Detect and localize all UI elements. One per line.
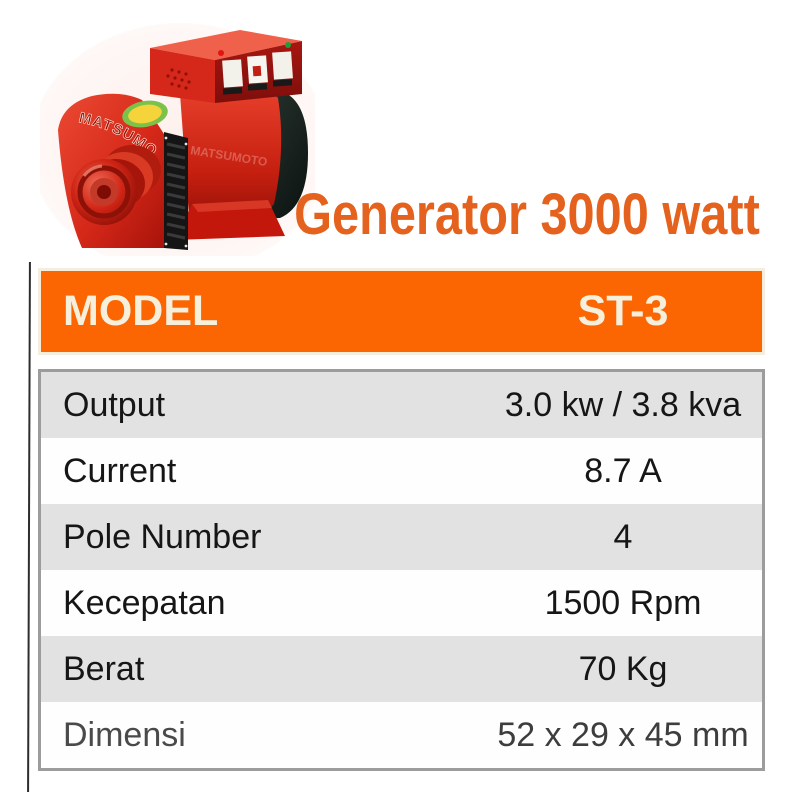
vent-holes [166, 68, 191, 90]
vertical-rule [27, 261, 31, 793]
spec-table: Output 3.0 kw / 3.8 kva Current 8.7 A Po… [38, 369, 765, 771]
vent-strip [164, 132, 188, 250]
product-title: Generator 3000 watt [294, 182, 760, 247]
panel-meters [222, 51, 293, 95]
row-label: Berat [63, 649, 145, 688]
row-value: 52 x 29 x 45 mm [497, 715, 749, 754]
table-row: Output 3.0 kw / 3.8 kva [41, 372, 762, 438]
indicator-light-red [218, 50, 224, 56]
spec-header-value: ST-3 [577, 287, 669, 335]
indicator-light-green [285, 42, 291, 48]
base-highlight [192, 200, 272, 212]
generator-cylinder [180, 87, 282, 230]
control-box-top [150, 30, 302, 60]
row-value: 8.7 A [584, 451, 662, 490]
table-row: Current 8.7 A [41, 438, 762, 504]
table-row: Berat 70 Kg [41, 636, 762, 702]
generator-illustration: MATSUMOTO [40, 8, 315, 256]
row-value: 70 Kg [578, 649, 668, 688]
table-row: Dimensi 52 x 29 x 45 mm [41, 702, 762, 768]
row-label: Current [63, 451, 177, 490]
row-label: Kecepatan [63, 583, 226, 622]
row-label: Pole Number [63, 517, 262, 556]
spec-table-header: MODEL ST-3 [38, 268, 765, 355]
label-sticker [122, 100, 168, 128]
table-row: Kecepatan 1500 Rpm [41, 570, 762, 636]
row-label: Dimensi [63, 715, 186, 754]
control-box-front [150, 48, 215, 103]
row-value: 3.0 kw / 3.8 kva [504, 385, 742, 424]
product-photo: MATSUMOTO [40, 8, 315, 256]
table-row: Pole Number 4 [41, 504, 762, 570]
row-label: Output [63, 385, 166, 424]
spec-header-label: MODEL [63, 287, 219, 335]
row-value: 4 [613, 517, 633, 556]
pulley [71, 145, 161, 225]
row-value: 1500 Rpm [544, 583, 702, 622]
control-box [150, 30, 302, 103]
